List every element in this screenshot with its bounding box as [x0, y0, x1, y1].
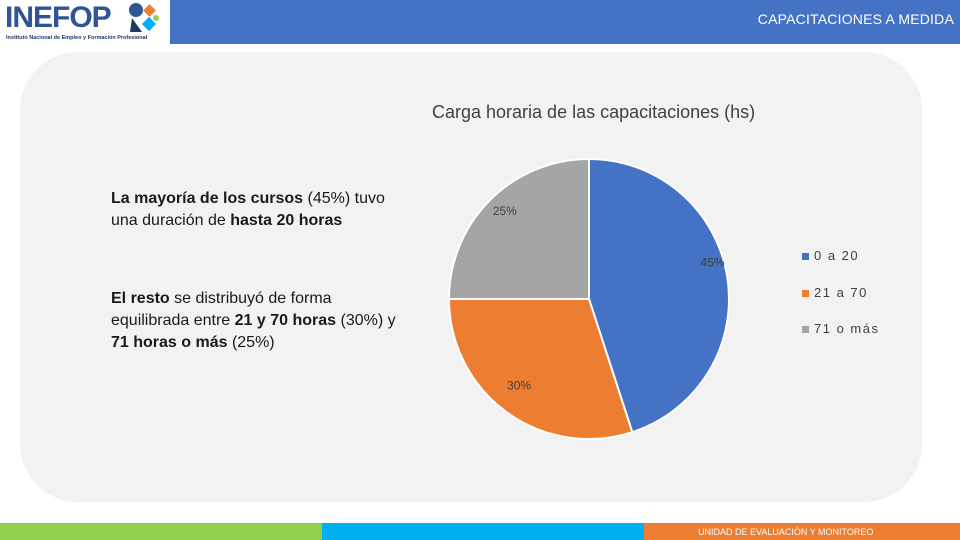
- logo-icon: [129, 3, 159, 32]
- first-run: (45%) tuvo una duración de: [111, 190, 385, 229]
- pie-data-labels: 45% 30% 25%: [493, 204, 725, 392]
- legend-item: 0 a 20: [802, 248, 859, 263]
- second-run: (25%): [227, 334, 275, 351]
- legend-label: 0 a 20: [814, 248, 860, 263]
- chart-title: Carga horaria de las capacitaciones (hs): [432, 102, 756, 122]
- legend-label: 21 a 70: [814, 285, 868, 300]
- footer-unit-label: UNIDAD DE EVALUACIÓN Y MONITOREO: [698, 527, 874, 537]
- legend-swatch: [802, 326, 809, 334]
- second-run: (30%) y: [336, 312, 396, 329]
- pie-slice-1: [588, 157, 730, 434]
- logo-text: INEFOP: [5, 1, 112, 34]
- second-run: se distribuyó de forma equilibrada entre: [111, 290, 332, 329]
- logo: INEFOP Instituto Nacional de Empleo y Fo…: [0, 0, 170, 44]
- second-run: 71 horas o más: [111, 334, 228, 351]
- legend-swatch: [802, 290, 809, 298]
- footer-stripe-green: [0, 523, 322, 540]
- page-title: CAPACITACIONES A MEDIDA: [757, 11, 954, 27]
- legend-label: 71 o más: [814, 321, 880, 336]
- first-run: La mayoría de los cursos: [111, 190, 304, 207]
- header-bar: INEFOP Instituto Nacional de Empleo y Fo…: [0, 0, 960, 44]
- pie-data-label: 25%: [493, 204, 517, 218]
- second-run: 21 y 70 horas: [234, 312, 337, 329]
- pie-data-label: 30%: [507, 378, 531, 392]
- footer-stripe-blue: [322, 523, 644, 540]
- summary-note-rest: El resto se distribuyó de forma equilibr…: [111, 288, 401, 354]
- pie-slice-2: [447, 298, 634, 440]
- footer-stripe-orange: [644, 523, 960, 540]
- legend-item: 21 a 70: [802, 285, 868, 300]
- first-run: hasta 20 horas: [230, 212, 343, 229]
- summary-note-majority: La mayoría de los cursos (45%) tuvo una …: [111, 188, 401, 232]
- legend-item: 71 o más: [802, 321, 879, 336]
- legend-swatch: [802, 253, 809, 261]
- pie-slices: [447, 157, 730, 440]
- second-run: El resto: [111, 290, 170, 307]
- pie-data-label: 45%: [701, 255, 725, 269]
- logo-subtitle: Instituto Nacional de Empleo y Formación…: [6, 35, 148, 41]
- pie-slice-3: [447, 157, 590, 300]
